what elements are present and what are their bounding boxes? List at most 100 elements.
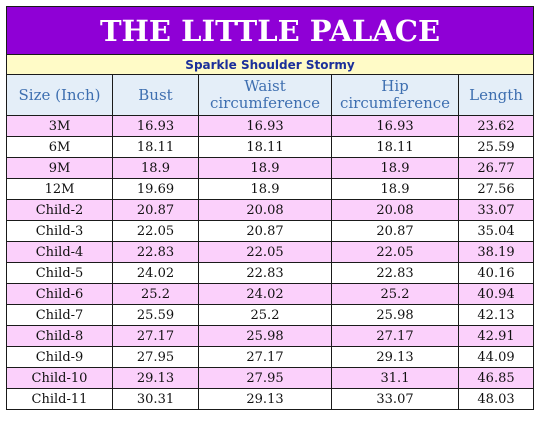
column-header-bust: Bust	[112, 74, 199, 116]
cell-size: Child-8	[6, 325, 113, 347]
cell-bust: 16.93	[112, 115, 199, 137]
table-row: Child-8 27.17 25.98 27.17 42.91	[6, 325, 535, 347]
table-row: 9M 18.9 18.9 18.9 26.77	[6, 157, 535, 179]
column-header-hip: Hip circumference	[331, 74, 459, 116]
cell-length: 38.19	[457, 241, 535, 263]
cell-length: 35.04	[457, 220, 535, 242]
cell-length: 48.03	[457, 388, 535, 410]
chart-title: THE LITTLE PALACE	[5, 6, 535, 55]
table-row: Child-4 22.83 22.05 22.05 38.19	[6, 241, 535, 263]
cell-bust: 18.9	[112, 157, 199, 179]
cell-bust: 25.2	[112, 283, 199, 305]
column-header-line1: Waist	[244, 77, 286, 95]
cell-hip: 33.07	[331, 388, 459, 410]
cell-bust: 18.11	[112, 136, 199, 158]
cell-waist: 20.87	[198, 220, 332, 242]
cell-hip: 20.87	[331, 220, 459, 242]
table-body: 3M 16.93 16.93 16.93 23.62 6M 18.11 18.11 18.11 2…	[6, 115, 535, 410]
cell-length: 42.91	[457, 325, 535, 347]
cell-bust: 27.17	[112, 325, 199, 347]
cell-bust: 24.02	[112, 262, 199, 284]
cell-hip: 22.83	[331, 262, 459, 284]
cell-hip: 18.9	[331, 157, 459, 179]
cell-hip: 20.08	[331, 199, 459, 221]
cell-size: 6M	[6, 136, 113, 158]
cell-size: 9M	[6, 157, 113, 179]
cell-length: 44.09	[457, 346, 535, 368]
table-row: Child-3 22.05 20.87 20.87 35.04	[6, 220, 535, 242]
cell-waist: 25.2	[198, 304, 332, 326]
cell-bust: 25.59	[112, 304, 199, 326]
cell-hip: 18.9	[331, 178, 459, 200]
cell-bust: 30.31	[112, 388, 199, 410]
cell-length: 33.07	[457, 199, 535, 221]
cell-length: 40.16	[457, 262, 535, 284]
cell-hip: 25.2	[331, 283, 459, 305]
column-header-line1: Bust	[138, 85, 173, 104]
column-header-size: Size (Inch)	[6, 74, 113, 116]
cell-length: 40.94	[457, 283, 535, 305]
cell-size: Child-7	[6, 304, 113, 326]
cell-hip: 27.17	[331, 325, 459, 347]
cell-waist: 24.02	[198, 283, 332, 305]
cell-waist: 18.9	[198, 178, 332, 200]
table-row: 6M 18.11 18.11 18.11 25.59	[6, 136, 535, 158]
cell-hip: 18.11	[331, 136, 459, 158]
cell-size: Child-9	[6, 346, 113, 368]
size-chart: THE LITTLE PALACE Sparkle Shoulder Storm…	[5, 6, 535, 410]
cell-length: 26.77	[457, 157, 535, 179]
cell-waist: 22.83	[198, 262, 332, 284]
cell-hip: 31.1	[331, 367, 459, 389]
column-header-waist: Waist circumference	[198, 74, 332, 116]
cell-hip: 25.98	[331, 304, 459, 326]
cell-hip: 16.93	[331, 115, 459, 137]
cell-waist: 29.13	[198, 388, 332, 410]
table-row: 12M 19.69 18.9 18.9 27.56	[6, 178, 535, 200]
cell-hip: 29.13	[331, 346, 459, 368]
cell-length: 46.85	[457, 367, 535, 389]
cell-length: 23.62	[457, 115, 535, 137]
column-header-line1: Length	[469, 85, 523, 104]
cell-size: Child-10	[6, 367, 113, 389]
cell-waist: 27.95	[198, 367, 332, 389]
cell-bust: 22.05	[112, 220, 199, 242]
table-row: Child-7 25.59 25.2 25.98 42.13	[6, 304, 535, 326]
cell-size: 12M	[6, 178, 113, 200]
column-header-line2: circumference	[339, 94, 451, 112]
size-table: THE LITTLE PALACE Sparkle Shoulder Storm…	[5, 6, 535, 410]
cell-size: Child-11	[6, 388, 113, 410]
column-header-line2: circumference	[209, 94, 321, 112]
cell-length: 27.56	[457, 178, 535, 200]
cell-size: Child-4	[6, 241, 113, 263]
cell-size: Child-5	[6, 262, 113, 284]
table-row: Child-10 29.13 27.95 31.1 46.85	[6, 367, 535, 389]
cell-size: Child-6	[6, 283, 113, 305]
cell-length: 25.59	[457, 136, 535, 158]
cell-waist: 20.08	[198, 199, 332, 221]
cell-waist: 18.9	[198, 157, 332, 179]
column-header-line1: Size (Inch)	[18, 85, 101, 104]
cell-size: Child-2	[6, 199, 113, 221]
table-row: Child-2 20.87 20.08 20.08 33.07	[6, 199, 535, 221]
table-row: 3M 16.93 16.93 16.93 23.62	[6, 115, 535, 137]
cell-waist: 16.93	[198, 115, 332, 137]
cell-size: Child-3	[6, 220, 113, 242]
cell-bust: 22.83	[112, 241, 199, 263]
cell-length: 42.13	[457, 304, 535, 326]
cell-waist: 25.98	[198, 325, 332, 347]
table-row: Child-11 30.31 29.13 33.07 48.03	[6, 388, 535, 410]
cell-bust: 19.69	[112, 178, 199, 200]
cell-hip: 22.05	[331, 241, 459, 263]
column-header-length: Length	[457, 74, 535, 116]
table-row: Child-6 25.2 24.02 25.2 40.94	[6, 283, 535, 305]
cell-waist: 18.11	[198, 136, 332, 158]
cell-bust: 27.95	[112, 346, 199, 368]
table-row: Child-5 24.02 22.83 22.83 40.16	[6, 262, 535, 284]
header-row: Size (Inch) Bust Waist circumference Hip…	[6, 74, 535, 116]
cell-size: 3M	[6, 115, 113, 137]
cell-waist: 22.05	[198, 241, 332, 263]
cell-waist: 27.17	[198, 346, 332, 368]
chart-subtitle: Sparkle Shoulder Stormy	[5, 54, 535, 75]
table-row: Child-9 27.95 27.17 29.13 44.09	[6, 346, 535, 368]
cell-bust: 20.87	[112, 199, 199, 221]
